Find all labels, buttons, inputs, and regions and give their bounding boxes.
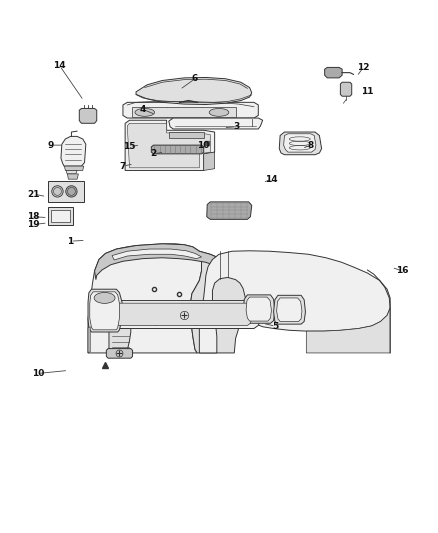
Text: 7: 7 xyxy=(120,161,126,171)
Polygon shape xyxy=(106,349,133,358)
Text: 21: 21 xyxy=(27,190,40,198)
Polygon shape xyxy=(325,67,342,78)
Polygon shape xyxy=(61,136,86,166)
Polygon shape xyxy=(132,107,237,117)
Polygon shape xyxy=(204,152,215,171)
Polygon shape xyxy=(169,118,263,129)
Polygon shape xyxy=(151,145,204,154)
FancyBboxPatch shape xyxy=(51,210,70,222)
Text: 10: 10 xyxy=(198,141,210,150)
Text: 12: 12 xyxy=(357,63,369,72)
Text: 9: 9 xyxy=(48,141,54,150)
Polygon shape xyxy=(90,292,120,330)
Polygon shape xyxy=(127,123,210,168)
Polygon shape xyxy=(66,171,77,174)
Ellipse shape xyxy=(135,108,155,116)
Text: 2: 2 xyxy=(150,149,157,158)
Ellipse shape xyxy=(66,185,77,197)
Polygon shape xyxy=(207,202,252,220)
Ellipse shape xyxy=(52,185,63,197)
Polygon shape xyxy=(284,134,316,152)
Polygon shape xyxy=(67,174,78,179)
Polygon shape xyxy=(125,120,215,171)
Text: 11: 11 xyxy=(361,87,374,96)
Text: 1: 1 xyxy=(67,237,74,246)
Polygon shape xyxy=(274,295,305,324)
Polygon shape xyxy=(306,308,390,353)
Polygon shape xyxy=(88,327,90,353)
Polygon shape xyxy=(279,132,321,155)
Polygon shape xyxy=(136,77,252,104)
Polygon shape xyxy=(79,108,97,123)
Polygon shape xyxy=(112,249,201,260)
Polygon shape xyxy=(64,166,84,171)
FancyBboxPatch shape xyxy=(48,181,84,202)
Polygon shape xyxy=(113,303,252,326)
Ellipse shape xyxy=(94,293,115,303)
Polygon shape xyxy=(95,244,249,283)
Polygon shape xyxy=(109,328,131,353)
Polygon shape xyxy=(191,251,250,353)
Text: 15: 15 xyxy=(123,142,136,151)
Text: 6: 6 xyxy=(192,74,198,83)
Polygon shape xyxy=(88,289,122,332)
Text: 14: 14 xyxy=(265,175,278,184)
Polygon shape xyxy=(277,298,302,321)
Polygon shape xyxy=(340,82,352,96)
Text: 10: 10 xyxy=(32,369,44,378)
Text: 4: 4 xyxy=(139,105,146,114)
Polygon shape xyxy=(88,244,201,353)
Polygon shape xyxy=(246,297,272,321)
Polygon shape xyxy=(243,295,275,323)
Text: 18: 18 xyxy=(27,212,40,221)
Polygon shape xyxy=(107,301,261,328)
Polygon shape xyxy=(123,102,258,118)
Text: 8: 8 xyxy=(307,141,314,150)
Text: 5: 5 xyxy=(272,322,279,331)
Polygon shape xyxy=(169,132,204,138)
Text: 14: 14 xyxy=(53,61,66,70)
Text: 16: 16 xyxy=(396,266,409,276)
Polygon shape xyxy=(199,251,390,353)
Text: 3: 3 xyxy=(233,122,240,131)
FancyBboxPatch shape xyxy=(48,207,73,224)
Ellipse shape xyxy=(209,108,229,116)
Text: 19: 19 xyxy=(27,220,40,229)
